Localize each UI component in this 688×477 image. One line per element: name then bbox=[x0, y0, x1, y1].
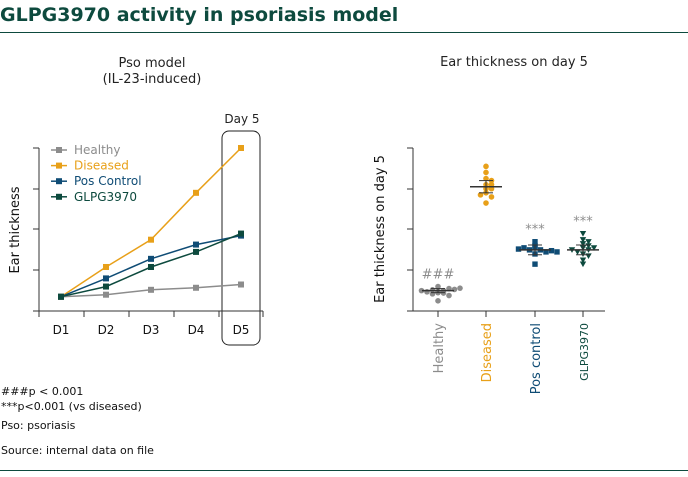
series-point-3 bbox=[148, 263, 154, 270]
series-point-0 bbox=[193, 284, 199, 291]
scatter-point-0 bbox=[457, 285, 463, 291]
day5-highlight-box bbox=[221, 130, 261, 346]
legend-marker-0 bbox=[56, 147, 62, 153]
series-point-3 bbox=[103, 283, 109, 290]
scatter-point-3 bbox=[579, 237, 587, 243]
scatter-point-3 bbox=[585, 239, 592, 245]
scatter-point-1 bbox=[488, 194, 495, 200]
legend-label-0: Healthy bbox=[74, 143, 121, 157]
source-note: Source: internal data on file bbox=[1, 444, 154, 457]
scatter-point-0 bbox=[429, 291, 436, 297]
scatter-point-3 bbox=[585, 253, 592, 259]
scatter-chart: Ear thickness on day 5 Ear thickness on … bbox=[373, 55, 605, 394]
scatter-chart-title: Ear thickness on day 5 bbox=[440, 55, 588, 70]
footer-divider bbox=[0, 470, 688, 471]
series-point-1 bbox=[148, 236, 154, 243]
significance-label-2: *** bbox=[525, 223, 545, 238]
legend-marker-2 bbox=[56, 178, 62, 185]
line-chart-x-tick-label: D5 bbox=[233, 323, 250, 337]
line-chart-x-tick-label: D4 bbox=[188, 323, 205, 337]
title-divider bbox=[0, 32, 688, 33]
page-title: GLPG3970 activity in psoriasis model bbox=[0, 4, 399, 26]
scatter-point-3 bbox=[579, 257, 587, 264]
scatter-point-3 bbox=[579, 230, 587, 237]
scatter-chart-ylabel: Ear thickness on day 5 bbox=[373, 155, 388, 303]
scatter-category-label-3: GLPG3970 bbox=[578, 323, 591, 381]
significance-label-0: ### bbox=[422, 268, 455, 283]
scatter-point-1 bbox=[483, 175, 489, 182]
scatter-point-1 bbox=[483, 163, 489, 170]
series-point-0 bbox=[148, 286, 154, 293]
scatter-chart-groups: ### *** *** bbox=[418, 163, 599, 304]
scatter-point-1 bbox=[477, 192, 484, 198]
day5-label: Day 5 bbox=[224, 112, 259, 126]
line-chart-x-tick-label: D2 bbox=[98, 323, 115, 337]
scatter-point-0 bbox=[446, 292, 452, 299]
legend-label-3: GLPG3970 bbox=[74, 190, 137, 204]
scatter-point-2 bbox=[543, 249, 549, 255]
note-abbreviation: Pso: psoriasis bbox=[1, 419, 76, 432]
scatter-point-0 bbox=[435, 283, 441, 290]
series-point-1 bbox=[103, 263, 109, 270]
scatter-point-2 bbox=[554, 249, 560, 255]
scatter-point-2 bbox=[515, 246, 522, 252]
scatter-point-2 bbox=[532, 261, 538, 267]
significance-label-3: *** bbox=[573, 215, 593, 230]
series-point-0 bbox=[238, 281, 244, 288]
series-point-2 bbox=[103, 275, 109, 282]
scatter-point-3 bbox=[579, 241, 587, 247]
note-treatment-significance: ***p<0.001 (vs diseased) bbox=[1, 400, 142, 413]
series-point-3 bbox=[193, 248, 199, 255]
series-point-1 bbox=[193, 189, 199, 196]
line-chart-title: Pso model bbox=[119, 56, 186, 71]
series-point-3 bbox=[238, 230, 244, 237]
legend-label-2: Pos Control bbox=[74, 174, 142, 188]
scatter-point-1 bbox=[483, 200, 489, 206]
scatter-point-2 bbox=[532, 239, 538, 245]
legend-label-1: Diseased bbox=[74, 159, 129, 173]
scatter-chart-axes: Healthy Diseased Pos control GLPG3970 bbox=[407, 147, 605, 394]
scatter-point-1 bbox=[483, 169, 489, 176]
line-chart-series bbox=[58, 145, 244, 300]
line-chart-axes: D1 D2 D3 D4 D5 bbox=[33, 147, 264, 337]
line-chart-x-tick-label: D1 bbox=[53, 323, 70, 337]
line-chart-ylabel: Ear thickness bbox=[8, 186, 23, 273]
scatter-point-0 bbox=[418, 287, 425, 294]
line-chart-subtitle: (IL-23-induced) bbox=[103, 72, 202, 87]
series-point-0 bbox=[103, 291, 109, 298]
scatter-point-3 bbox=[579, 261, 587, 268]
legend-marker-1 bbox=[56, 162, 62, 169]
series-point-3 bbox=[58, 293, 64, 300]
scatter-point-0 bbox=[435, 298, 441, 304]
scatter-category-label-1: Diseased bbox=[480, 323, 495, 382]
legend-marker-3 bbox=[56, 193, 62, 200]
scatter-category-label-0: Healthy bbox=[432, 323, 447, 374]
scatter-point-3 bbox=[590, 245, 598, 251]
note-healthy-significance: ###p < 0.001 bbox=[1, 385, 84, 398]
series-point-2 bbox=[148, 255, 154, 262]
line-chart: Pso model (IL-23-induced) Day 5 Ear thic… bbox=[8, 56, 264, 346]
scatter-point-2 bbox=[548, 247, 555, 254]
series-point-2 bbox=[193, 241, 199, 248]
line-chart-x-tick-label: D3 bbox=[143, 323, 160, 337]
scatter-category-label-2: Pos control bbox=[529, 323, 544, 394]
scatter-point-2 bbox=[521, 245, 527, 251]
series-point-1 bbox=[238, 145, 244, 151]
scatter-point-3 bbox=[574, 249, 581, 255]
